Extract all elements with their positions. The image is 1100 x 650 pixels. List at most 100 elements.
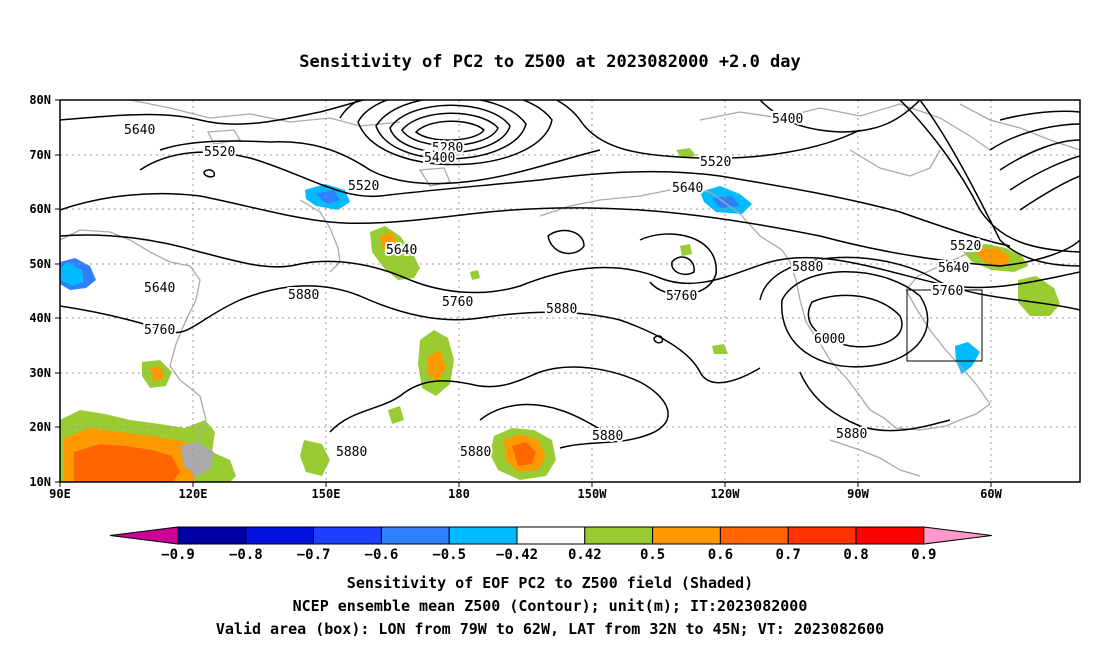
shade-red-sw	[74, 444, 180, 482]
colorbar-segment	[652, 526, 721, 545]
coast-hudson	[849, 149, 941, 177]
shade-blue-kamchatka	[316, 190, 340, 204]
colorbar-tick-label: −0.5	[432, 547, 466, 563]
contour-low-ring-2	[401, 112, 499, 147]
sensitivity-shading	[60, 148, 1060, 482]
coast-gulf	[895, 403, 991, 431]
contour-5400-arc	[357, 100, 553, 166]
contour-5520-mid	[139, 151, 1011, 247]
shade-cyan-atlantic	[955, 342, 980, 374]
contour-label: 5640	[124, 123, 155, 138]
contour-closed-small3	[671, 256, 695, 276]
shade-grey-sw	[180, 442, 214, 476]
contour-5880-high	[781, 271, 929, 368]
contour-label: 5760	[144, 323, 175, 338]
caption-line-3: Valid area (box): LON from 79W to 62W, L…	[216, 620, 884, 638]
shade-green-small3	[470, 270, 480, 280]
colorbar-tick-label: −0.6	[365, 547, 399, 563]
map-panel: 5640 5520 5280 5400 5520 5400 5520 5640 …	[59, 99, 1081, 483]
axis-ticks	[55, 99, 992, 487]
shade-green-pac3	[388, 406, 404, 424]
coast-us-west	[789, 261, 897, 429]
colorbar-segment	[313, 526, 382, 545]
lat-label: 80N	[29, 93, 51, 107]
colorbar-segment	[380, 526, 450, 545]
colorbar-segment	[516, 526, 586, 545]
contour-5760-mid	[60, 234, 1080, 294]
contour-label: 5880	[792, 260, 823, 275]
lat-label: 20N	[29, 420, 51, 434]
contour-5880-atlantic	[759, 256, 1080, 311]
contour-label: 5640	[938, 261, 969, 276]
lon-label: 120W	[711, 487, 741, 501]
contour-5880-south2	[329, 366, 669, 449]
contour-label: 5640	[672, 181, 703, 196]
map-frame	[59, 99, 1081, 483]
contour-5640-west	[60, 100, 366, 125]
contour-label: 5880	[288, 288, 319, 303]
z500-contours	[60, 100, 1080, 449]
contour-label: 5760	[442, 295, 473, 310]
colorbar-tick-label: 0.6	[708, 547, 733, 563]
contour-6000-high	[807, 294, 903, 348]
contour-label: 5400	[424, 151, 455, 166]
contour-east-5	[999, 139, 1080, 171]
lon-label: 180	[448, 487, 470, 501]
contour-labels: 5640 5520 5280 5400 5520 5400 5520 5640 …	[122, 110, 983, 462]
coastlines	[60, 100, 1080, 482]
shade-orange-pac1	[428, 350, 446, 382]
contour-east-4	[989, 123, 1080, 151]
lon-label: 150E	[312, 487, 341, 501]
lat-label: 30N	[29, 366, 51, 380]
longitude-labels: 90E 120E 150E 180 150W 120W 90W 60W	[49, 487, 1002, 501]
colorbar-segment	[787, 526, 857, 545]
contour-5520-arc	[339, 100, 861, 159]
contour-label: 5760	[932, 284, 963, 299]
contour-label: 5640	[144, 281, 175, 296]
contour-label: 5280	[432, 141, 463, 156]
shade-orange-aleutian	[380, 232, 398, 252]
contour-label: 5520	[950, 239, 981, 254]
colorbar-tick-label: 0.7	[776, 547, 801, 563]
lat-label: 60N	[29, 202, 51, 216]
colorbar-segment	[448, 526, 518, 545]
colorbar-tick-label: −0.9	[161, 547, 195, 563]
contour-5880-south	[60, 285, 761, 384]
coast-east-asia	[60, 229, 207, 482]
coast-canada-north	[699, 103, 991, 151]
colorbar-max-triangle	[923, 526, 992, 545]
shade-green-small2	[712, 344, 728, 354]
contour-label: 5880	[592, 429, 623, 444]
contour-label: 5400	[772, 112, 803, 127]
coast-island-1	[418, 167, 451, 187]
contour-closed-small2	[547, 229, 585, 255]
colorbar-segment	[719, 526, 789, 545]
contour-label: 5880	[336, 445, 367, 460]
colorbar-segment	[177, 526, 247, 545]
lat-label: 40N	[29, 311, 51, 325]
caption-line-1: Sensitivity of EOF PC2 to Z500 field (Sh…	[347, 574, 753, 592]
lon-label: 90W	[847, 487, 869, 501]
contour-east-1	[899, 100, 1080, 253]
colorbar-tick-label: 0.8	[843, 547, 868, 563]
shade-green-small4	[680, 244, 692, 256]
lat-label: 50N	[29, 257, 51, 271]
colorbar-tick-label: 0.42	[568, 547, 602, 563]
shade-red-hawaii	[512, 442, 536, 466]
coast-siberia-north	[129, 100, 401, 127]
contour-label: 6000	[814, 332, 845, 347]
latitude-labels: 80N 70N 60N 50N 40N 30N 20N 10N	[29, 93, 51, 489]
map-background	[60, 100, 1080, 482]
contour-low-ring-3	[389, 104, 511, 154]
lat-label: 70N	[29, 148, 51, 162]
valid-area-box	[906, 289, 983, 362]
contour-5880-gulf	[799, 371, 951, 432]
contour-label: 5880	[836, 427, 867, 442]
colorbar-tick-label: 0.9	[911, 547, 936, 563]
contour-5880-south3	[479, 403, 621, 441]
contour-east-7	[1019, 175, 1080, 211]
contour-label: 5520	[204, 145, 235, 160]
contour-east-3	[999, 110, 1080, 121]
contour-low-ring-1	[414, 120, 485, 141]
